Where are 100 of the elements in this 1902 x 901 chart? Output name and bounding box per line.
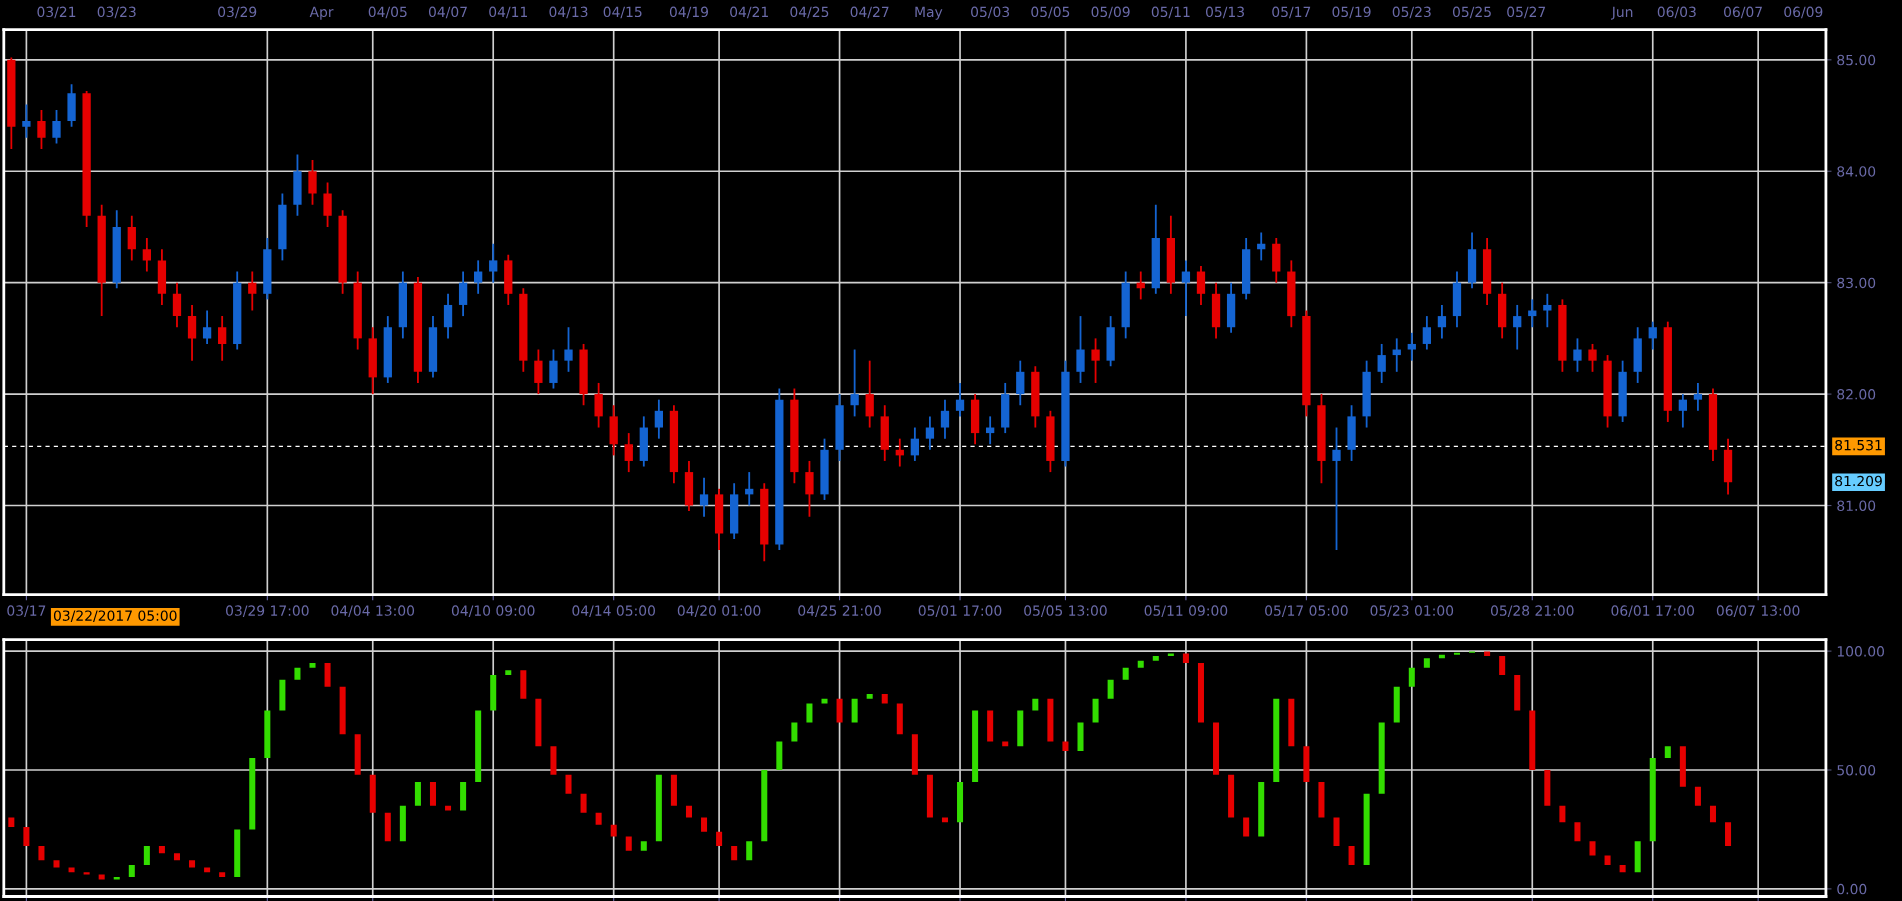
text: 03/22/2017 05:00 <box>53 610 177 622</box>
bar <box>1363 793 1370 866</box>
bar <box>655 774 662 842</box>
text: 05/11 <box>1151 6 1190 19</box>
bar <box>249 758 256 830</box>
x-tick-label: 06/07 13:00 <box>1716 605 1800 617</box>
candlestick <box>865 359 874 429</box>
bar <box>1318 781 1325 818</box>
candlestick <box>202 309 212 345</box>
text: 06/07 <box>1724 6 1762 19</box>
candlestick <box>218 315 227 362</box>
bar <box>1137 660 1144 668</box>
candlestick <box>699 476 709 518</box>
bar <box>1378 722 1385 794</box>
x-tick-label: 05/05 13:00 <box>1024 605 1107 617</box>
bar <box>1484 651 1491 656</box>
candlestick <box>458 270 468 318</box>
bar <box>896 703 903 735</box>
bar <box>1664 746 1671 759</box>
bar <box>911 734 918 775</box>
candlestick <box>22 103 31 139</box>
candlestick <box>624 432 633 473</box>
text: 04/21 <box>730 6 768 19</box>
x-tick-label: 04/04 13:00 <box>331 605 415 617</box>
bar <box>987 710 994 742</box>
bar <box>1544 770 1551 806</box>
candlestick <box>1332 426 1341 551</box>
bar <box>429 781 436 806</box>
x-tick-label: 04/14 05:00 <box>572 605 655 617</box>
candlestick <box>443 292 453 340</box>
x-tick-label: 05/28 21:00 <box>1490 605 1574 617</box>
candlestick <box>549 348 558 390</box>
candlestick <box>187 304 197 362</box>
x-tick-label: 06/01 17:00 <box>1611 605 1695 617</box>
bar <box>625 836 632 851</box>
candlestick <box>654 398 663 440</box>
x-tick-label: 05/01 17:00 <box>918 605 1002 617</box>
candlestick <box>1437 304 1447 340</box>
bar <box>1514 674 1521 711</box>
candlestick <box>172 281 182 329</box>
text: 05/23 <box>1392 6 1431 19</box>
bar <box>38 846 45 861</box>
bar <box>294 667 301 680</box>
bar <box>23 827 30 847</box>
bar <box>1529 710 1536 770</box>
bar <box>1197 663 1204 723</box>
bar <box>1092 698 1099 723</box>
text: 03/29 <box>218 6 257 19</box>
x-tick-label: 05/17 05:00 <box>1265 605 1348 617</box>
bar <box>1182 653 1189 664</box>
bar <box>1694 786 1701 806</box>
bar <box>1619 865 1626 873</box>
bar <box>1709 805 1716 823</box>
bar <box>1017 710 1024 747</box>
text: 06/09 <box>1784 6 1823 19</box>
bar <box>1408 667 1415 687</box>
text: 04/07 <box>428 6 467 19</box>
x-tick-label: 04/10 09:00 <box>451 605 535 617</box>
bar <box>640 841 647 851</box>
bar <box>1228 774 1235 818</box>
bar <box>550 746 557 775</box>
bar <box>972 710 979 782</box>
y-tick-label: 85.00 <box>1837 54 1876 66</box>
candlestick <box>52 109 61 145</box>
bar <box>746 841 753 861</box>
candlestick <box>1573 337 1582 373</box>
bar <box>1725 822 1732 847</box>
candlestick <box>1693 382 1703 412</box>
text: 03/21 <box>37 6 76 19</box>
bar <box>1589 841 1596 856</box>
bar <box>460 781 467 811</box>
bar <box>821 698 828 704</box>
bar <box>505 670 512 675</box>
candlestick <box>1543 292 1552 329</box>
candlestick <box>489 242 498 284</box>
text: Jun <box>1611 6 1633 20</box>
bar <box>761 770 768 842</box>
bar <box>490 674 497 711</box>
text: Apr <box>309 6 334 20</box>
bar <box>731 846 738 861</box>
bar <box>1634 841 1641 873</box>
bar <box>836 698 843 723</box>
bar <box>354 734 361 775</box>
text: 05/13 <box>1205 6 1244 19</box>
bar <box>1032 698 1039 711</box>
bar <box>881 693 888 704</box>
candlestick <box>308 159 317 206</box>
candlestick <box>1513 304 1522 351</box>
text: 04/11 <box>489 6 527 19</box>
bar <box>1122 667 1129 680</box>
text: 81.209 <box>1835 475 1882 487</box>
bar <box>1077 722 1084 751</box>
bar <box>1273 698 1280 782</box>
candlestick <box>940 398 950 440</box>
bar <box>234 829 241 877</box>
text: 04/15 <box>603 6 642 19</box>
text: 04/13 <box>549 6 588 19</box>
bar <box>716 831 723 847</box>
y-tick-label: 100.00 <box>1837 646 1885 657</box>
text: 06/03 <box>1657 6 1696 19</box>
